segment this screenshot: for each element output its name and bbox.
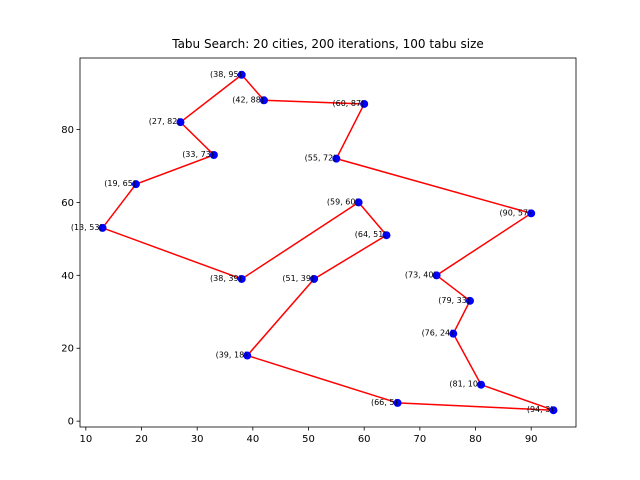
city-point xyxy=(237,274,246,283)
city-point-label: (13, 53) xyxy=(71,223,103,232)
city-point xyxy=(209,150,218,159)
city-point-label: (27, 82) xyxy=(149,117,181,126)
x-axis: 10 20 30 40 50 60 70 80 90 xyxy=(79,427,538,445)
y-tick-label: 80 xyxy=(61,125,74,136)
plot-area xyxy=(79,57,577,428)
points-layer xyxy=(98,70,558,415)
city-point-label: (39, 18) xyxy=(216,351,248,360)
city-point xyxy=(310,274,319,283)
city-point-label: (76, 24) xyxy=(422,329,454,338)
y-tick-label: 40 xyxy=(61,271,74,282)
city-point-label: (94, 3) xyxy=(527,405,554,414)
x-tick-label: 40 xyxy=(246,434,259,445)
chart-title: Tabu Search: 20 cities, 200 iterations, … xyxy=(171,37,484,51)
city-point-label: (55, 72) xyxy=(305,154,337,163)
city-point-label: (81, 10) xyxy=(449,380,481,389)
city-point-label: (66, 5) xyxy=(371,398,398,407)
city-point xyxy=(98,223,107,232)
city-point xyxy=(393,398,402,407)
city-point-label: (60, 87) xyxy=(332,99,364,108)
city-point xyxy=(360,99,369,108)
x-tick-label: 50 xyxy=(302,434,315,445)
y-tick-label: 60 xyxy=(61,198,74,209)
city-point-label: (38, 39) xyxy=(210,274,242,283)
x-tick-label: 20 xyxy=(135,434,148,445)
city-point xyxy=(237,70,246,79)
x-tick-label: 90 xyxy=(525,434,538,445)
x-tick-label: 30 xyxy=(191,434,204,445)
city-point-label: (38, 95) xyxy=(210,70,242,79)
y-axis: 0 20 40 60 80 xyxy=(61,125,80,428)
x-tick-label: 10 xyxy=(79,434,92,445)
city-point xyxy=(259,96,268,105)
city-point-label: (42, 88) xyxy=(232,95,264,104)
city-point xyxy=(354,198,363,207)
x-tick-label: 70 xyxy=(413,434,426,445)
city-point xyxy=(131,180,140,189)
y-tick-label: 0 xyxy=(68,417,74,428)
city-point xyxy=(477,380,486,389)
city-point-label: (64, 51) xyxy=(355,230,387,239)
city-point-label: (33, 73) xyxy=(182,150,214,159)
city-point xyxy=(176,118,185,127)
city-point xyxy=(449,329,458,338)
city-point xyxy=(332,154,341,163)
city-point xyxy=(382,231,391,240)
city-point-label: (79, 33) xyxy=(438,296,470,305)
city-point-label: (59, 60) xyxy=(327,197,359,206)
city-point-label: (19, 65) xyxy=(104,179,136,188)
city-point xyxy=(527,209,536,218)
x-tick-label: 80 xyxy=(469,434,482,445)
x-tick-label: 60 xyxy=(358,434,371,445)
city-point-label: (73, 40) xyxy=(405,270,437,279)
city-point xyxy=(465,296,474,305)
city-point xyxy=(549,406,558,415)
city-point-label: (90, 57) xyxy=(499,208,531,217)
point-labels-layer: (38, 95) (42, 88) (60, 87) (27, 82) (33, 73)… xyxy=(71,70,554,414)
city-point-label: (51, 39) xyxy=(282,274,314,283)
y-tick-label: 20 xyxy=(61,344,74,355)
city-point xyxy=(243,351,252,360)
city-point xyxy=(432,271,441,280)
